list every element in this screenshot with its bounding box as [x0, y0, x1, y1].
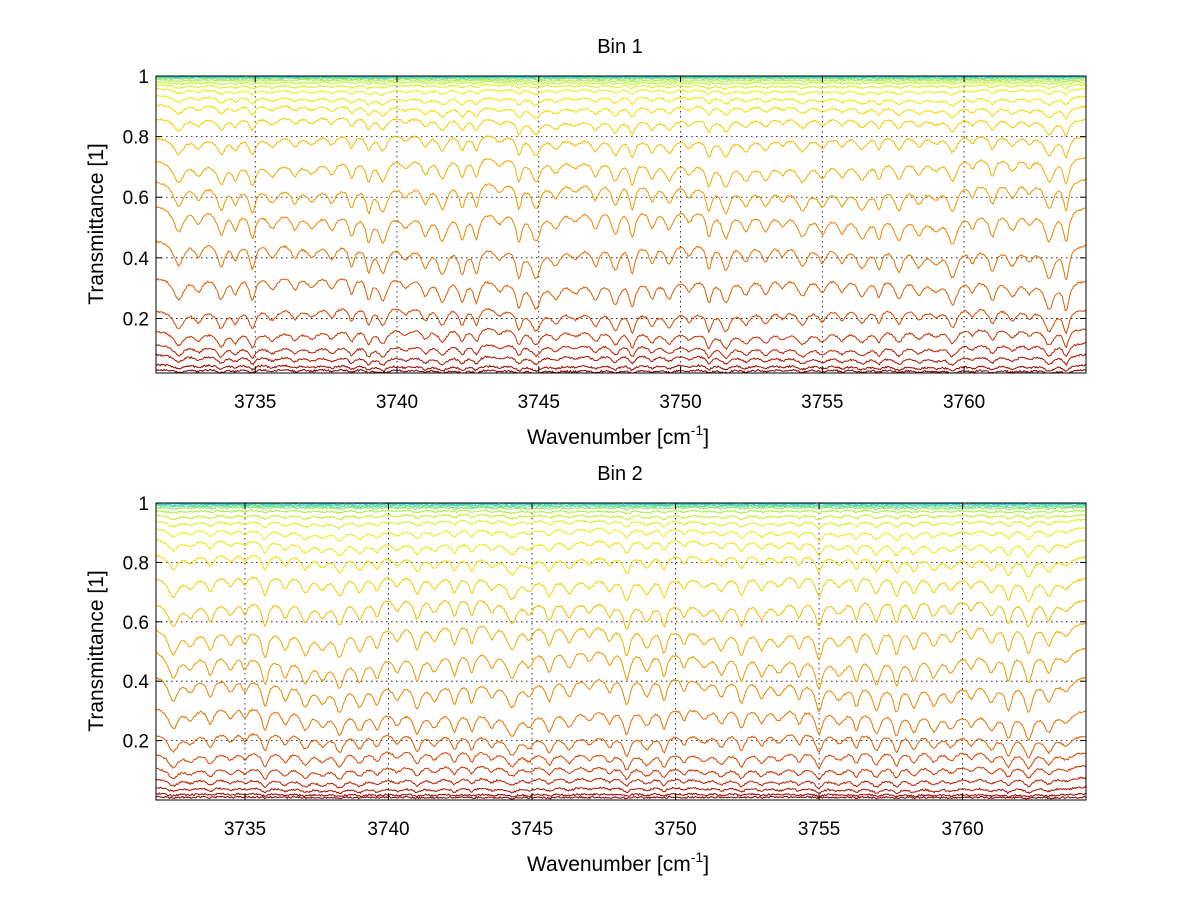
y-tick-label: 1 [138, 494, 149, 515]
series-line-10 [156, 178, 1086, 215]
series-line-18 [156, 80, 1086, 86]
series-line-12 [156, 599, 1086, 630]
x-tick-label: 3755 [798, 819, 840, 840]
y-tick-label: 1 [138, 67, 149, 88]
series-line-3 [156, 353, 1086, 367]
series-line-24 [156, 76, 1086, 79]
bin-2-x-axis-label: Wavenumber [cm-1] [527, 849, 709, 876]
plot-area [156, 503, 1086, 800]
y-tick-label: 0.4 [123, 672, 150, 693]
axes-frame [155, 75, 1087, 374]
series-line-8 [156, 708, 1086, 741]
series-line-9 [156, 676, 1086, 714]
series-line-17 [156, 518, 1086, 530]
y-tick-label: 0.2 [123, 732, 149, 753]
x-tick-label: 3745 [511, 819, 553, 840]
y-tick-label: 0.8 [123, 128, 149, 149]
bin-1-y-axis-label: Transmittance [1] [85, 143, 108, 304]
y-tick-label: 0.4 [123, 249, 150, 270]
plot-area [156, 76, 1086, 373]
bin-2-panel: Bin 2 Transmittance [1] Wavenumber [cm-1… [85, 463, 1087, 876]
bin-1-x-label-close: ] [703, 426, 709, 449]
bin-1-x-label-superscript: -1 [691, 422, 704, 438]
series-line-23 [156, 503, 1086, 506]
series-line-16 [156, 527, 1086, 542]
bin-2-x-label-main: Wavenumber [cm [527, 853, 691, 876]
series-line-2 [156, 363, 1086, 373]
series-line-3 [156, 785, 1086, 795]
series-line-19 [156, 508, 1086, 515]
series-line-1 [156, 368, 1086, 373]
series-line-5 [156, 764, 1086, 781]
x-tick-label: 3735 [234, 392, 276, 413]
y-tick-label: 0.6 [123, 613, 149, 634]
bin-2-x-label-superscript: -1 [691, 849, 704, 865]
series-line-13 [156, 117, 1086, 137]
x-tick-label: 3755 [801, 392, 843, 413]
series-line-4 [156, 341, 1086, 360]
series-line-6 [156, 751, 1086, 771]
series-line-15 [156, 94, 1086, 108]
series-line-6 [156, 308, 1086, 335]
x-tick-label: 3760 [943, 392, 985, 413]
series-line-8 [156, 240, 1086, 281]
bin-1-panel: Bin 1 Transmittance [1] Wavenumber [cm-1… [85, 36, 1087, 449]
bin-1-title: Bin 1 [597, 36, 643, 58]
bin-1-x-axis-label: Wavenumber [cm-1] [527, 422, 709, 449]
x-tick-label: 3740 [376, 392, 418, 413]
series-line-9 [156, 206, 1086, 245]
series-group [156, 503, 1086, 800]
bin-2-title: Bin 2 [597, 463, 643, 485]
series-line-7 [156, 732, 1086, 759]
axes-frame [155, 502, 1087, 801]
series-line-19 [156, 78, 1086, 84]
series-line-16 [156, 87, 1086, 97]
y-tick-label: 0.2 [123, 309, 149, 330]
series-line-5 [156, 327, 1086, 351]
series-line-7 [156, 277, 1086, 312]
x-tick-label: 3745 [518, 392, 560, 413]
y-tick-label: 0.6 [123, 188, 149, 209]
series-line-24 [156, 503, 1086, 505]
x-tick-label: 3750 [654, 819, 696, 840]
x-tick-label: 3735 [224, 819, 266, 840]
series-line-22 [156, 503, 1086, 508]
series-line-10 [156, 647, 1086, 689]
x-tick-label: 3740 [367, 819, 409, 840]
x-tick-label: 3760 [941, 819, 983, 840]
x-tick-label: 3750 [659, 392, 701, 413]
series-line-17 [156, 83, 1086, 91]
bin-2-y-axis-label: Transmittance [1] [85, 570, 108, 731]
series-line-15 [156, 538, 1086, 558]
series-line-13 [156, 575, 1086, 603]
series-line-18 [156, 513, 1086, 521]
series-line-12 [156, 134, 1086, 159]
series-line-2 [156, 792, 1086, 798]
series-line-11 [156, 156, 1086, 188]
series-line-14 [156, 554, 1086, 578]
y-tick-label: 0.8 [123, 553, 149, 574]
series-line-1 [156, 795, 1086, 800]
bin-1-x-label-main: Wavenumber [cm [527, 426, 691, 449]
series-line-11 [156, 622, 1086, 661]
series-group [156, 76, 1086, 373]
series-line-20 [156, 505, 1086, 511]
bin-2-x-label-close: ] [703, 853, 709, 876]
series-line-4 [156, 776, 1086, 790]
series-line-14 [156, 104, 1086, 120]
